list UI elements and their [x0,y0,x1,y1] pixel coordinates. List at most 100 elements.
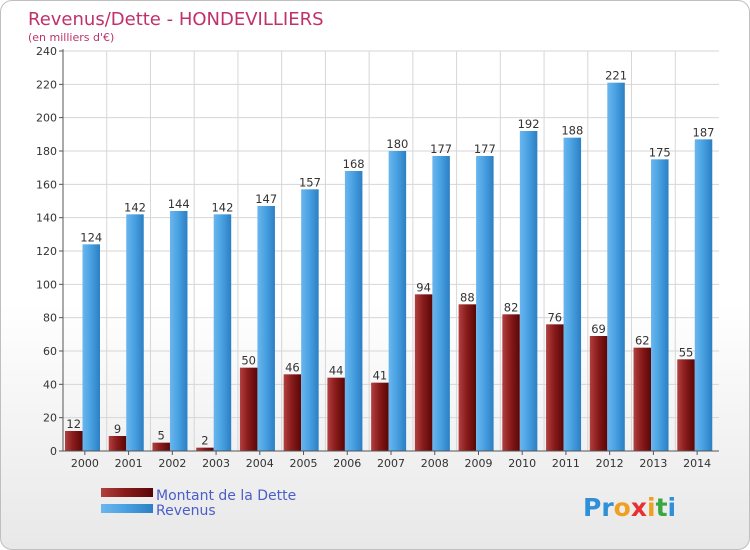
x-tick-label: 2008 [421,457,449,470]
x-tick-label: 2013 [639,457,667,470]
x-tick-label: 2007 [377,457,405,470]
data-label: 142 [211,200,233,214]
bars-layer [65,82,713,452]
data-label: 144 [168,197,190,211]
bar-revenus [388,151,407,451]
bar-dette [589,336,608,451]
data-label: 88 [460,290,475,304]
bar-revenus [476,156,494,451]
bar-revenus [607,82,625,452]
chart-title: Revenus/Dette - HONDEVILLIERS [28,9,324,30]
y-tick-label: 160 [36,178,57,191]
legend-swatch-revenus [101,504,153,513]
bar-revenus [519,131,538,451]
bar-revenus [563,137,582,451]
data-label: 82 [504,300,519,314]
bar-dette [677,359,695,451]
y-tick-label: 20 [43,412,57,425]
x-tick-label: 2002 [158,457,186,470]
y-tick-label: 220 [36,78,57,91]
x-tick-label: 2011 [552,457,580,470]
legend-label-debt: Montant de la Dette [156,488,296,504]
data-label: 221 [605,69,627,83]
data-label: 177 [430,142,452,156]
logo-letter: t [656,493,668,522]
data-label: 76 [547,310,562,324]
x-tick-label: 2006 [333,457,361,470]
y-tick-label: 100 [36,278,57,291]
data-label: 62 [635,334,650,348]
x-tick-label: 2003 [202,457,230,470]
axis-layer: 0 20 40 60 80 100 120 140 160 180 200 220 240 2000 200… [36,45,719,470]
bar-revenus [651,159,669,452]
data-label: 5 [158,429,165,443]
data-label: 177 [474,142,496,156]
proxiti-logo: Proxiti [583,493,676,522]
bar-dette [239,367,258,451]
y-tick-label: 80 [43,312,57,325]
y-tick-label: 200 [36,112,57,125]
data-label: 44 [329,364,344,378]
logo-letter: r [601,493,614,522]
x-tick-label: 2009 [464,457,492,470]
y-tick-label: 120 [36,245,57,258]
x-tick-label: 2001 [115,457,143,470]
data-label: 50 [241,354,256,368]
data-label: 168 [343,157,365,171]
data-label: 94 [416,280,431,294]
x-tick-label: 2010 [508,457,536,470]
y-tick-label: 0 [50,445,57,458]
legend-swatch-debt [101,488,153,497]
bar-dette [327,377,345,451]
logo-letter: i [647,493,656,522]
y-tick-label: 180 [36,145,57,158]
bar-revenus [169,211,188,451]
y-tick-label: 140 [36,212,57,225]
bar-revenus [257,206,275,451]
bar-revenus [344,171,363,451]
y-tick-label: 60 [43,345,57,358]
chart-subtitle: (en milliers d'€) [28,31,114,44]
x-tick-label: 2014 [683,457,711,470]
bar-revenus [213,214,232,451]
bar-revenus [432,156,450,451]
y-tick-label: 240 [36,45,57,58]
legend: Montant de la Dette Revenus [101,488,296,519]
bar-revenus [694,139,713,452]
data-label: 187 [693,125,715,139]
bar-revenus [301,189,319,452]
bar-revenus [82,244,100,451]
data-label: 69 [591,322,606,336]
bar-dette [283,374,302,451]
bar-dette [502,314,520,451]
data-label: 55 [679,345,694,359]
bar-dette [633,347,652,451]
x-tick-label: 2004 [246,457,274,470]
bar-dette [196,447,214,451]
data-label: 142 [124,200,146,214]
data-label: 41 [373,369,388,383]
bar-dette [152,442,170,451]
logo-letter: P [583,493,601,522]
x-tick-label: 2012 [596,457,624,470]
logo-letter: x [631,493,647,522]
data-label: 2 [201,434,208,448]
logo-letter: o [614,493,631,522]
bar-dette [414,294,433,451]
bar-revenus [126,214,144,451]
bar-dette [371,382,389,451]
data-label: 157 [299,175,321,189]
data-label: 192 [518,117,540,131]
data-label: 175 [649,145,671,159]
legend-label-revenus: Revenus [156,503,216,519]
data-label: 9 [114,422,121,436]
x-tick-label: 2005 [290,457,318,470]
bar-dette [458,304,477,451]
bar-dette [108,436,127,451]
data-label: 46 [285,360,300,374]
data-labels-layer: 12 124 9 142 5 144 2 142 50 147 46 157 44 168 41 180 94 1… [66,69,714,448]
data-label: 147 [255,192,277,206]
x-tick-label: 2000 [71,457,99,470]
